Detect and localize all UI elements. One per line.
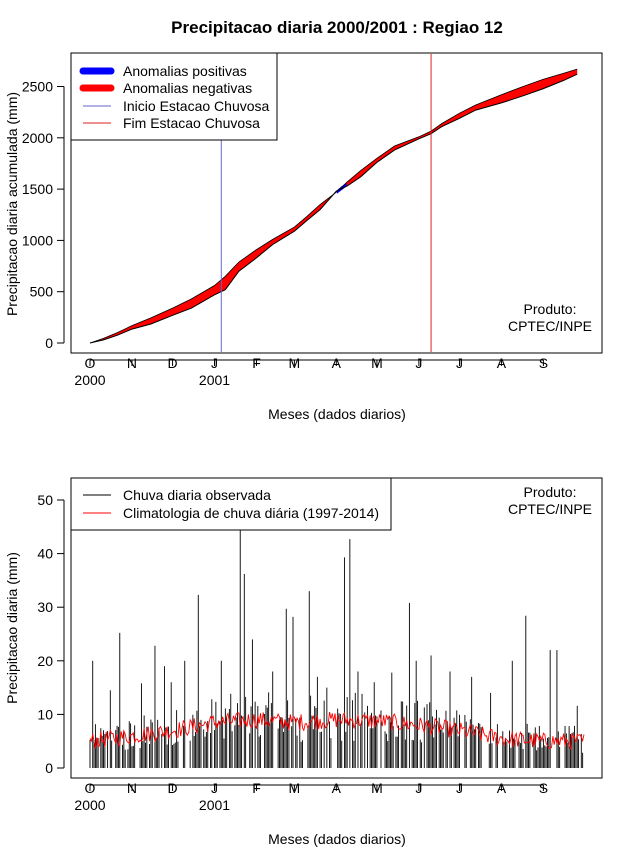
bottom-month-label: O — [85, 780, 96, 796]
top-y-tick-label: 0 — [45, 335, 53, 351]
legend-positive-label: Anomalias positivas — [123, 63, 247, 79]
legend-negative-label: Anomalias negativas — [123, 80, 252, 96]
bottom-y-tick-label: 20 — [37, 653, 53, 669]
top-month-label: S — [539, 355, 548, 371]
bottom-legend-box — [70, 477, 392, 531]
bottom-month-label: J — [415, 780, 422, 796]
legend-end-label: Fim Estacao Chuvosa — [123, 115, 260, 131]
legend-climatology-label: Climatologia de chuva diária (1997-2014) — [123, 505, 379, 521]
bottom-month-label: F — [252, 780, 261, 796]
legend-start-label: Inicio Estacao Chuvosa — [123, 98, 270, 114]
top-month-label: J — [456, 355, 463, 371]
chart-title: Precipitacao diaria 2000/2001 : Regiao 1… — [171, 18, 503, 37]
bottom-y-tick-label: 40 — [37, 546, 53, 562]
top-y-tick-label: 2000 — [22, 130, 53, 146]
bottom-series — [89, 505, 585, 768]
top-month-label: J — [415, 355, 422, 371]
top-plot-frame — [70, 52, 603, 354]
climatology-daily-line — [89, 711, 585, 750]
top-month-label: D — [167, 355, 177, 371]
bottom-x-axis: O N D J F M A M J J A S 2000 2001 — [74, 780, 548, 813]
top-month-label: N — [127, 355, 137, 371]
top-y-axis: 0 500 1000 1500 2000 2500 — [22, 79, 65, 351]
bottom-month-label: J — [211, 780, 218, 796]
legend-observed-label: Chuva diaria observada — [123, 487, 271, 503]
bottom-y-tick-label: 10 — [37, 706, 53, 722]
top-month-label: J — [211, 355, 218, 371]
top-month-label: A — [497, 355, 507, 371]
top-y-tick-label: 500 — [30, 284, 54, 300]
bottom-month-label: M — [289, 780, 301, 796]
bottom-credit-line-1: Produto: — [524, 484, 577, 500]
bottom-y-axis: 0 10 20 30 40 50 — [37, 492, 65, 776]
top-legend: Anomalias positivas Anomalias negativas … — [70, 52, 278, 141]
bottom-month-label: A — [332, 780, 342, 796]
top-year-label: 2000 — [74, 372, 105, 388]
bottom-month-label: M — [371, 780, 383, 796]
bottom-y-tick-label: 0 — [45, 760, 53, 776]
top-month-label: M — [289, 355, 301, 371]
bottom-month-label: A — [497, 780, 507, 796]
cumulative-chart: 0 500 1000 1500 2000 2500 O N D J F M A M J J A S 2000 200… — [4, 52, 603, 422]
top-month-label: F — [252, 355, 261, 371]
bottom-y-axis-label: Precipitacao diaria (mm) — [4, 552, 20, 704]
top-x-axis-label: Meses (dados diarios) — [268, 406, 406, 422]
top-x-axis: O N D J F M A M J J A S 2000 2001 — [74, 355, 548, 388]
top-credit-line-1: Produto: — [524, 301, 577, 317]
bottom-x-axis-label: Meses (dados diarios) — [268, 831, 406, 847]
bottom-month-label: S — [539, 780, 548, 796]
top-month-label: M — [371, 355, 383, 371]
top-y-axis-label: Precipitacao diaria acumulada (mm) — [4, 92, 20, 316]
bottom-y-tick-label: 50 — [37, 492, 53, 508]
bottom-legend: Chuva diaria observada Climatologia de c… — [70, 477, 392, 531]
bottom-credit-line-2: CPTEC/INPE — [508, 501, 592, 517]
observed-cumulative-line — [89, 73, 578, 344]
bottom-month-label: D — [167, 780, 177, 796]
top-y-tick-label: 2500 — [22, 79, 53, 95]
top-y-tick-label: 1000 — [22, 232, 53, 248]
top-month-label: O — [85, 355, 96, 371]
bottom-y-tick-label: 30 — [37, 599, 53, 615]
top-year-label: 2001 — [199, 372, 230, 388]
bottom-year-label: 2001 — [199, 797, 230, 813]
bottom-month-label: N — [127, 780, 137, 796]
climatology-cumulative-line — [89, 68, 578, 344]
bottom-month-label: J — [456, 780, 463, 796]
top-y-tick-label: 1500 — [22, 181, 53, 197]
daily-chart: 0 10 20 30 40 50 O N D J F M A M J J A S 2000 2001 Precipi… — [4, 477, 603, 847]
top-month-label: A — [332, 355, 342, 371]
bottom-year-label: 2000 — [74, 797, 105, 813]
top-credit-line-2: CPTEC/INPE — [508, 318, 592, 334]
